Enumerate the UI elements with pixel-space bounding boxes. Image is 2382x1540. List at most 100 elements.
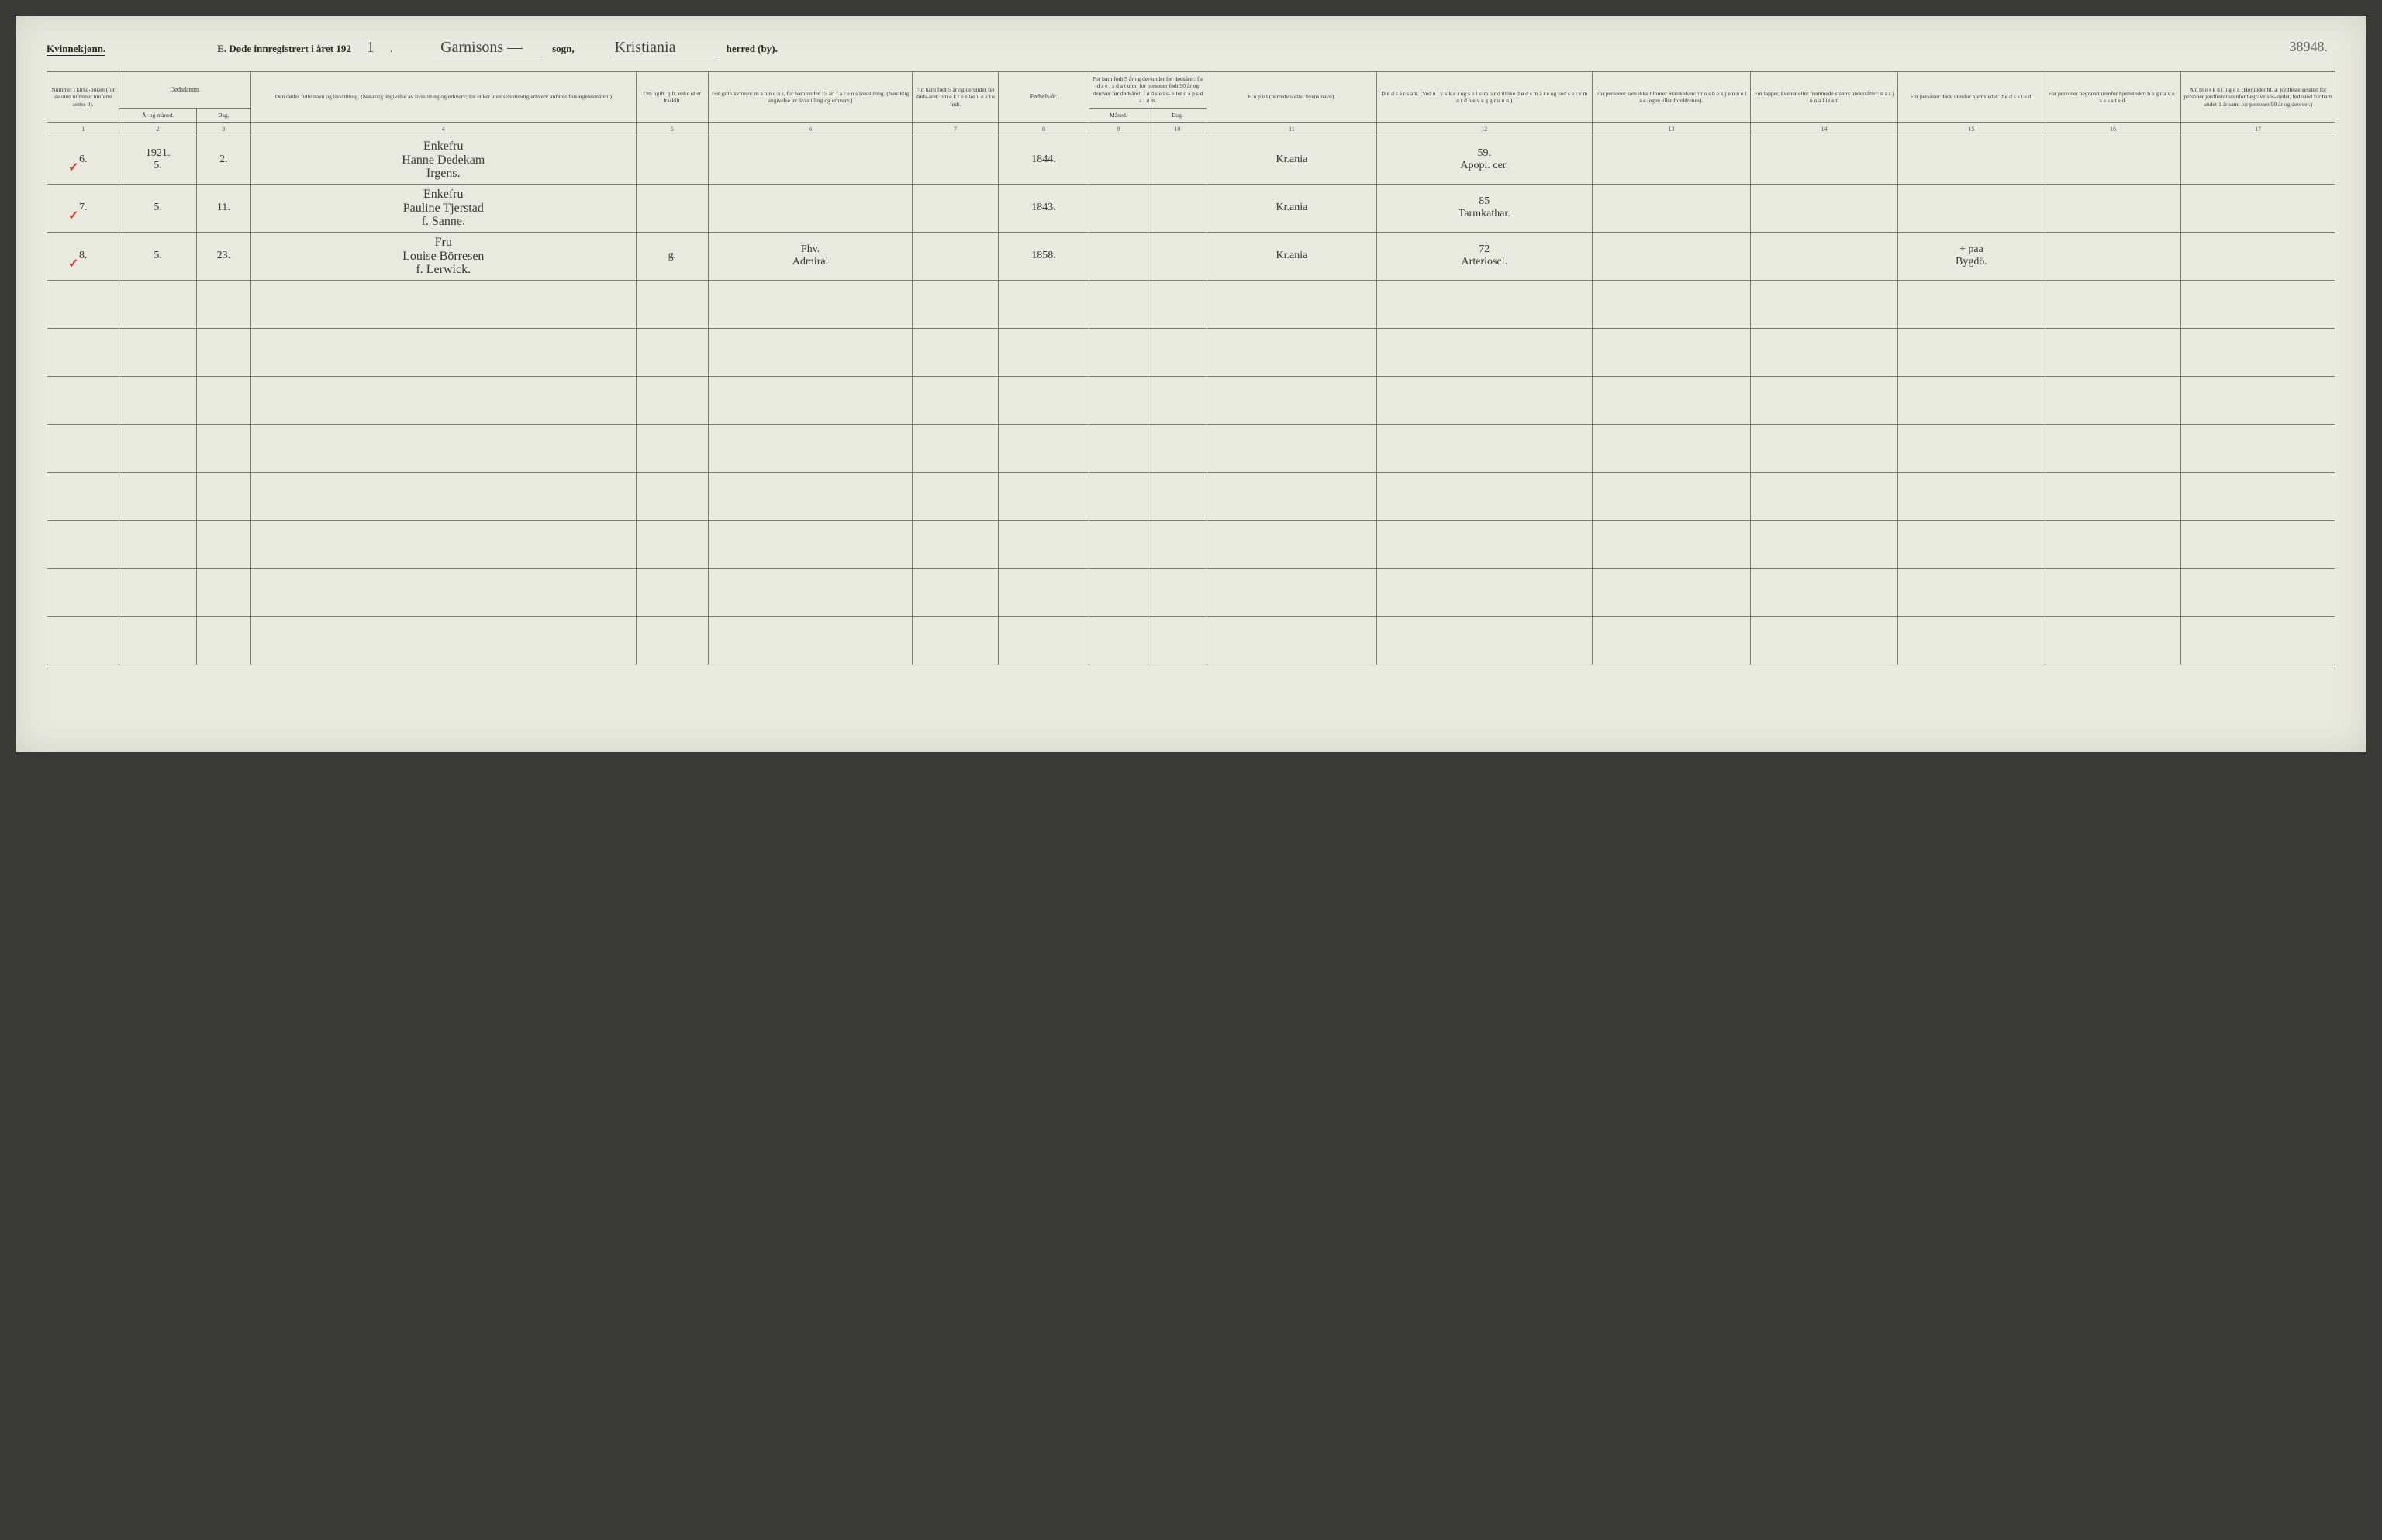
cell-empty: [250, 616, 636, 665]
cell-empty: [250, 424, 636, 472]
cell-empty: [119, 424, 196, 472]
cell-empty: [1898, 616, 2045, 665]
table-row-empty: [47, 376, 2335, 424]
cell-empty: [1592, 376, 1751, 424]
col-header-4: Den dødes fulle navn og livsstilling. (N…: [250, 72, 636, 123]
col-header-12: D ø d s å r s a k. (Ved u l y k k e r og…: [1377, 72, 1593, 123]
cell-residence: Kr.ania: [1207, 184, 1376, 232]
colnum: 4: [250, 122, 636, 136]
cell-text: Kr.ania: [1276, 250, 1308, 261]
cell-empty: [119, 280, 196, 328]
cell-empty: [1377, 520, 1593, 568]
cell-empty: [2045, 520, 2180, 568]
page-number: 38948.: [2290, 39, 2328, 55]
cell-empty: [1592, 328, 1751, 376]
cell-empty: [119, 616, 196, 665]
cell-text: 6.: [79, 154, 88, 165]
cell-empty: [1751, 472, 1898, 520]
cell-empty: [636, 616, 708, 665]
col-header-11: B o p e l (herredets eller byens navn).: [1207, 72, 1376, 123]
cell-empty: [250, 472, 636, 520]
cell-empty: [2045, 376, 2180, 424]
cell-birth_month: [1089, 136, 1148, 184]
cell-empty: [2181, 472, 2335, 520]
cell-empty: [1751, 376, 1898, 424]
cell-empty: [47, 568, 119, 616]
cell-empty: [1592, 280, 1751, 328]
cell-text: Kr.ania: [1276, 202, 1308, 213]
herred-label: herred (by).: [727, 43, 778, 55]
colnum: 7: [913, 122, 999, 136]
cell-remarks: [2181, 232, 2335, 280]
cell-empty: [1751, 616, 1898, 665]
table-row-empty: [47, 472, 2335, 520]
cell-empty: [999, 280, 1089, 328]
cell-legitimacy: [913, 136, 999, 184]
table-row-empty: [47, 424, 2335, 472]
cell-empty: [999, 424, 1089, 472]
cell-empty: [1898, 328, 2045, 376]
cell-text: 1843.: [1031, 202, 1056, 213]
cell-empty: [196, 376, 250, 424]
table-row: ✓7.5.11.Enkefru Pauline Tjerstad f. Sann…: [47, 184, 2335, 232]
cell-empty: [709, 568, 913, 616]
cell-empty: [1148, 424, 1207, 472]
col-header-9-group: For barn født 5 år og der-under før døds…: [1089, 72, 1207, 109]
cell-nationality: [1751, 232, 1898, 280]
cell-text: Fru Louise Börresen f. Lerwick.: [402, 236, 484, 276]
cell-year_month: 5.: [119, 232, 196, 280]
cell-text: 2.: [219, 154, 228, 165]
cell-empty: [709, 472, 913, 520]
col-header-15: For personer døde utenfor hjemstedet: d …: [1898, 72, 2045, 123]
cell-marital: [636, 136, 708, 184]
col-header-13: For personer som ikke tilhører Statskirk…: [1592, 72, 1751, 123]
cell-empty: [119, 472, 196, 520]
cell-birth_year: 1843.: [999, 184, 1089, 232]
cell-empty: [1592, 520, 1751, 568]
cell-empty: [196, 280, 250, 328]
colnum: 13: [1592, 122, 1751, 136]
cell-empty: [1207, 568, 1376, 616]
colnum: 17: [2181, 122, 2335, 136]
cell-birth_day: [1148, 184, 1207, 232]
cell-text: 72 Arterioscl.: [1462, 243, 1507, 268]
cell-empty: [47, 616, 119, 665]
cell-year_month: 5.: [119, 184, 196, 232]
cell-birth_month: [1089, 232, 1148, 280]
colnum: 2: [119, 122, 196, 136]
col-header-2b: Dag.: [196, 108, 250, 122]
cell-empty: [196, 616, 250, 665]
cell-empty: [1089, 424, 1148, 472]
cell-day: 2.: [196, 136, 250, 184]
cell-text: 8.: [79, 250, 88, 261]
cell-empty: [196, 328, 250, 376]
cell-empty: [1207, 376, 1376, 424]
cell-empty: [999, 472, 1089, 520]
col-header-14: For lapper, kvener eller fremmede stater…: [1751, 72, 1898, 123]
cell-name: Fru Louise Börresen f. Lerwick.: [250, 232, 636, 280]
col-header-17: A n m e r k n i n g e r. (Herunder bl. a…: [2181, 72, 2335, 123]
cell-text: Fhv. Admiral: [792, 243, 829, 268]
cell-relation: [709, 136, 913, 184]
cell-empty: [1089, 616, 1148, 665]
cell-empty: [1089, 472, 1148, 520]
cell-empty: [1751, 280, 1898, 328]
colnum: 6: [709, 122, 913, 136]
cell-nationality: [1751, 184, 1898, 232]
cell-empty: [636, 280, 708, 328]
cell-empty: [709, 520, 913, 568]
cell-empty: [1898, 280, 2045, 328]
cell-empty: [250, 280, 636, 328]
cell-empty: [2045, 328, 2180, 376]
cell-empty: [1377, 280, 1593, 328]
cell-empty: [636, 472, 708, 520]
table-row-empty: [47, 568, 2335, 616]
cell-empty: [1148, 616, 1207, 665]
tick-mark: ✓: [68, 208, 78, 223]
cell-empty: [913, 328, 999, 376]
cell-empty: [913, 616, 999, 665]
cell-birth_month: [1089, 184, 1148, 232]
col-header-1: Nummer i kirke-boken (for de uten nummer…: [47, 72, 119, 123]
cell-empty: [1751, 520, 1898, 568]
cell-text: 11.: [217, 202, 230, 213]
